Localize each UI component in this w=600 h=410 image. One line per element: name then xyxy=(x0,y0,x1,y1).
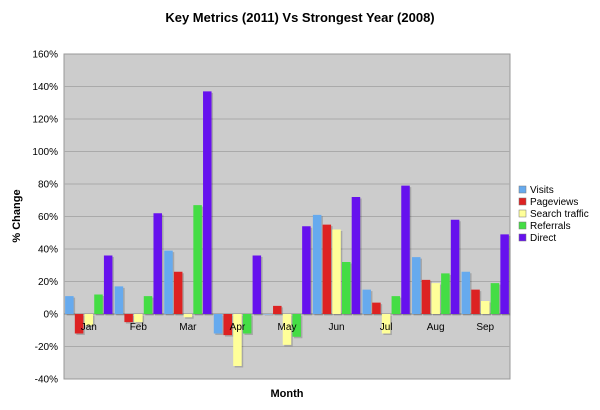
x-tick-label: Mar xyxy=(179,322,197,333)
bar xyxy=(213,314,223,334)
legend-swatch xyxy=(518,221,527,230)
bar xyxy=(193,205,202,314)
legend-swatch xyxy=(518,233,527,242)
legend-swatch xyxy=(518,185,527,194)
bar xyxy=(153,213,162,314)
bar xyxy=(233,314,242,366)
bar xyxy=(372,302,381,314)
bar xyxy=(302,226,311,314)
y-axis-label: % Change xyxy=(11,189,23,242)
bar xyxy=(450,219,460,314)
y-tick-label: 120% xyxy=(32,115,58,126)
x-tick-label: Apr xyxy=(230,322,246,333)
bar xyxy=(312,214,322,314)
y-tick-label: 40% xyxy=(38,245,58,256)
bar xyxy=(173,271,183,314)
legend-label: Referrals xyxy=(530,221,571,232)
y-tick-label: 140% xyxy=(32,82,58,93)
y-tick-label: -40% xyxy=(35,375,58,386)
bar xyxy=(381,314,391,334)
y-axis-tick-labels: -40% -20% 0% 20% 40% 60% 80% 100% 120% 140% 160% xyxy=(32,50,58,386)
bar xyxy=(421,279,431,314)
bar xyxy=(461,271,471,314)
bar xyxy=(252,255,262,314)
legend-swatch xyxy=(518,197,527,206)
legend-swatch xyxy=(518,209,527,218)
bar xyxy=(65,296,74,314)
bar xyxy=(282,314,292,345)
bar xyxy=(351,197,361,314)
legend-label: Direct xyxy=(530,233,556,244)
bar xyxy=(124,314,133,323)
bar xyxy=(183,314,193,318)
bar-shadow xyxy=(264,315,274,316)
y-tick-label: 60% xyxy=(38,212,58,223)
bar xyxy=(490,283,500,314)
x-tick-label: May xyxy=(278,322,297,333)
bar xyxy=(471,289,480,314)
y-tick-label: 100% xyxy=(32,147,58,158)
bar xyxy=(273,305,282,314)
bar xyxy=(391,296,401,314)
x-tick-label: Jul xyxy=(380,322,393,333)
x-tick-label: Jan xyxy=(81,322,97,333)
bar xyxy=(322,224,332,314)
y-tick-label: 160% xyxy=(32,50,58,61)
legend-label: Search traffic xyxy=(530,209,589,220)
bar xyxy=(103,255,113,314)
bar xyxy=(134,314,143,323)
bar xyxy=(441,273,450,314)
bar xyxy=(114,286,124,314)
bar xyxy=(263,314,272,315)
bar xyxy=(94,294,103,314)
bars xyxy=(65,91,511,368)
bar xyxy=(203,91,212,314)
x-tick-label: Feb xyxy=(130,322,148,333)
bar xyxy=(342,262,351,314)
bar xyxy=(74,314,84,334)
bar xyxy=(431,283,440,314)
bar xyxy=(412,257,421,314)
bar xyxy=(84,314,94,326)
y-tick-label: -20% xyxy=(35,342,58,353)
x-tick-label: Aug xyxy=(427,322,445,333)
bar xyxy=(500,234,509,314)
bar xyxy=(143,296,153,314)
chart-title: Key Metrics (2011) Vs Strongest Year (20… xyxy=(165,10,434,25)
bar xyxy=(480,301,490,314)
bar xyxy=(223,314,232,336)
y-tick-label: 80% xyxy=(38,180,58,191)
y-tick-label: 0% xyxy=(44,310,59,321)
x-axis-tick-labels: Jan Feb Mar Apr May Jun Jul Aug Sep xyxy=(81,322,495,333)
bar xyxy=(332,229,341,314)
x-axis-label: Month xyxy=(271,388,304,400)
legend-label: Pageviews xyxy=(530,197,578,208)
y-tick-label: 20% xyxy=(38,277,58,288)
bar xyxy=(292,314,301,337)
x-tick-label: Jun xyxy=(328,322,344,333)
x-tick-label: Sep xyxy=(476,322,494,333)
bar xyxy=(401,185,410,314)
bar xyxy=(164,250,173,314)
bar xyxy=(242,314,252,334)
bar xyxy=(362,289,371,314)
legend-label: Visits xyxy=(530,185,554,196)
